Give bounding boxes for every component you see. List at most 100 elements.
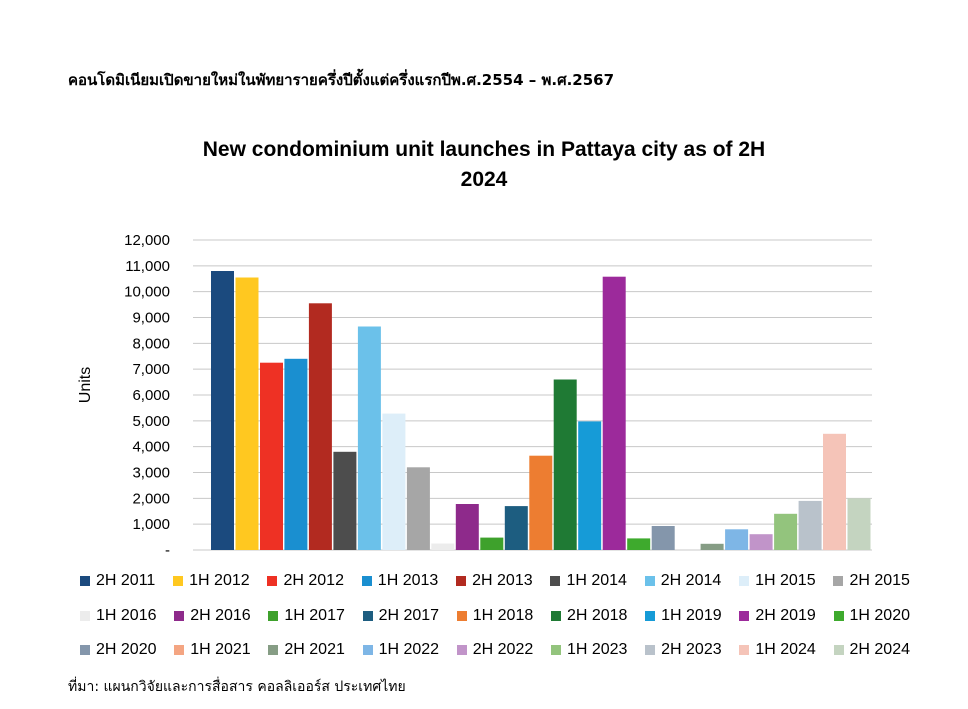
legend-item: 2H 2024: [833, 641, 911, 659]
y-tick-label: 8,000: [132, 335, 170, 352]
bar-1h-2018: [529, 455, 553, 550]
legend-row: 2H 2020 1H 2021 2H 2021 1H 2022 2H 2022 1H 20…: [80, 639, 910, 661]
legend-swatch: [362, 645, 373, 655]
y-tick-label: 1,000: [132, 516, 170, 533]
legend-swatch: [80, 576, 90, 586]
legend-swatch: [739, 645, 750, 655]
legend-swatch: [550, 576, 561, 586]
legend-item: 2H 2022: [456, 641, 533, 659]
legend-label: 1H 2016: [96, 607, 157, 624]
legend-item: 2H 2012: [267, 572, 344, 590]
legend-item: 2H 2014: [644, 572, 721, 590]
y-axis-label: Units: [77, 367, 94, 403]
legend-label: 2H 2023: [661, 641, 722, 658]
legend-swatch: [174, 611, 185, 621]
legend-item: 1H 2012: [173, 572, 250, 590]
bar-2h-2022: [749, 534, 773, 550]
legend-swatch: [833, 611, 844, 621]
bar-1h-2022: [725, 529, 749, 550]
y-tick-label: -: [165, 542, 170, 559]
legend-item: 2H 2023: [645, 641, 722, 659]
legend-item: 2H 2018: [550, 607, 628, 625]
legend-swatch: [550, 611, 561, 621]
y-tick-label: 6,000: [132, 387, 170, 404]
bar-2h-2015: [406, 467, 430, 550]
y-tick-label: 5,000: [132, 413, 170, 430]
bar-1h-2019: [578, 421, 602, 550]
bar-2h-2013: [308, 303, 332, 550]
legend-item: 2H 2019: [739, 607, 816, 625]
y-tick-label: 2,000: [132, 490, 170, 507]
legend-label: 2H 2013: [472, 572, 533, 589]
bar-1h-2014: [333, 451, 357, 550]
chart-title-line-1: New condominium unit launches in Pattaya…: [202, 138, 766, 161]
legend-swatch: [268, 611, 279, 621]
bar-1h-2024: [823, 433, 846, 551]
legend-swatch: [739, 611, 750, 621]
legend-label: 2H 2020: [96, 641, 157, 658]
legend-label: 1H 2019: [661, 607, 722, 624]
legend-swatch: [550, 645, 561, 655]
legend-item: 2H 2015: [833, 572, 910, 590]
bar-2h-2012: [260, 362, 283, 550]
legend-swatch: [456, 576, 467, 586]
legend-label: 1H 2022: [378, 641, 440, 658]
legend-label: 2H 2024: [849, 641, 911, 658]
legend-label: 1H 2012: [189, 572, 250, 589]
legend-item: 2H 2020: [80, 641, 157, 659]
legend-item: 1H 2014: [550, 572, 627, 590]
legend-item: 1H 2017: [268, 607, 345, 625]
legend-swatch: [645, 645, 656, 655]
bar-1h-2013: [284, 358, 308, 550]
legend-label: 1H 2021: [190, 641, 251, 658]
legend-label: 1H 2023: [566, 641, 628, 658]
bar-2h-2023: [798, 500, 822, 550]
bar-1h-2023: [774, 513, 798, 550]
page-heading: คอนโดมิเนียมเปิดขายใหม่ในพัทยารายครึ่งปี…: [68, 71, 615, 89]
legend-swatch: [833, 645, 844, 655]
legend-swatch: [80, 645, 90, 655]
legend-item: 1H 2015: [739, 572, 816, 590]
chart-title: New condominium unit launches in Pattaya…: [0, 135, 968, 195]
bar-2h-2018: [553, 379, 577, 550]
legend-swatch: [456, 645, 467, 655]
legend-swatch: [362, 611, 373, 621]
legend-item: 1H 2023: [550, 641, 628, 659]
legend-label: 2H 2015: [849, 572, 910, 589]
legend-label: 2H 2021: [284, 641, 345, 658]
legend-swatch: [645, 611, 656, 621]
y-tick-label: 7,000: [132, 361, 170, 378]
legend-label: 1H 2024: [755, 641, 816, 658]
bar-2h-2019: [602, 276, 626, 550]
legend-swatch: [173, 576, 184, 586]
legend-label: 2H 2017: [378, 607, 440, 624]
bar-2h-2024: [847, 498, 871, 550]
legend-item: 1H 2021: [174, 641, 251, 659]
bar-1h-2012: [235, 277, 259, 550]
legend-label: 2H 2011: [96, 572, 156, 589]
legend-item: 2H 2011: [80, 572, 155, 590]
bar-1h-2020: [627, 538, 651, 550]
legend-swatch: [833, 576, 844, 586]
legend-label: 1H 2013: [377, 572, 439, 589]
y-tick-label: 12,000: [124, 232, 170, 249]
legend-item: 2H 2016: [174, 607, 251, 625]
y-tick-label: 10,000: [124, 284, 170, 301]
legend-swatch: [361, 576, 372, 586]
legend-label: 2H 2018: [566, 607, 628, 624]
y-tick-labels: - 1,000 2,000 3,000 4,000 5,000 6,000 7,000 8,00…: [124, 232, 170, 559]
y-tick-label: 4,000: [132, 439, 170, 456]
legend-item: 2H 2021: [268, 641, 345, 659]
legend-label: 1H 2014: [566, 572, 627, 589]
legend-row: 2H 2011 1H 2012 2H 2012 1H 2013 2H 2013 1H 20…: [80, 570, 910, 592]
legend-label: 1H 2017: [284, 607, 345, 624]
legend-label: 1H 2015: [755, 572, 816, 589]
bar-2h-2021: [700, 543, 724, 550]
bar-2h-2014: [357, 326, 381, 550]
legend-item: 1H 2018: [456, 607, 533, 625]
legend-swatch: [174, 645, 185, 655]
source-note: ที่มา: แผนกวิจัยและการสื่อสาร คอลลิเออร์…: [68, 679, 406, 695]
bar-2h-2016: [455, 504, 479, 550]
legend-item: 2H 2013: [456, 572, 533, 590]
legend-swatch: [80, 611, 90, 621]
